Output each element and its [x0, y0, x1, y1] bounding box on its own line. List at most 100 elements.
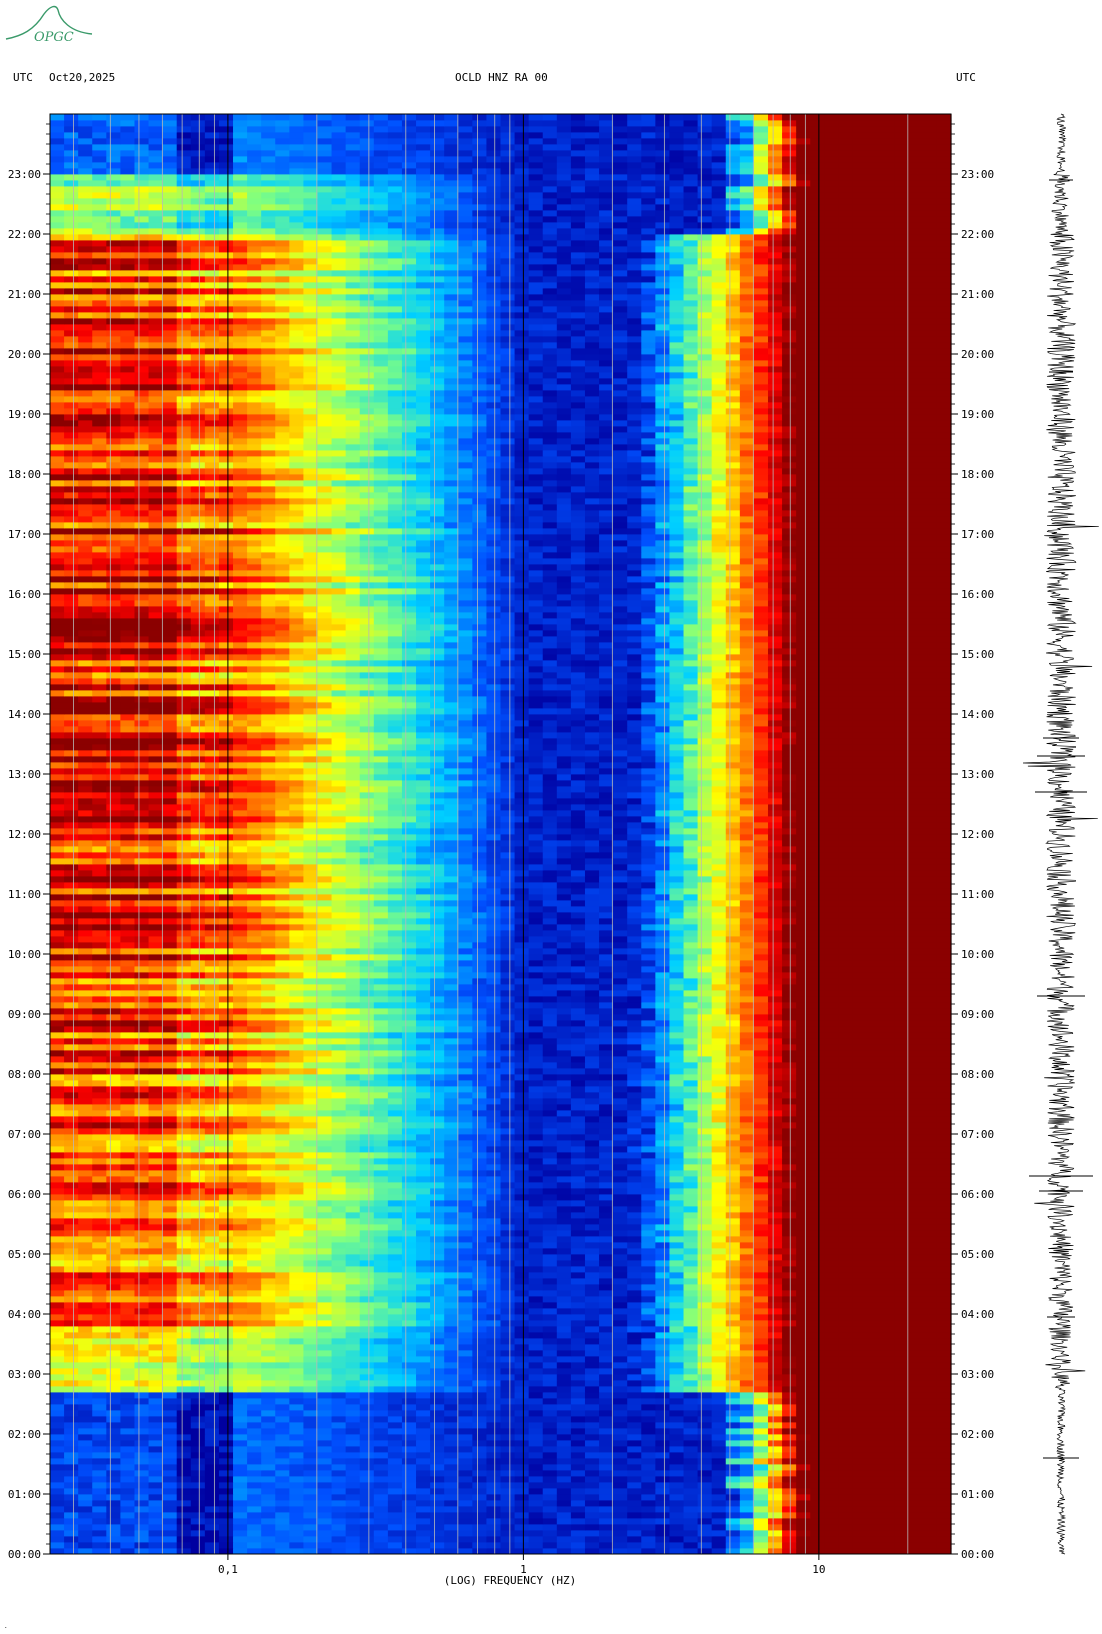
spectrogram-cell	[641, 1452, 656, 1459]
spectrogram-cell	[655, 1152, 671, 1159]
spectrogram-cell	[64, 1170, 79, 1177]
spectrogram-cell	[134, 1386, 150, 1393]
spectrogram-cell	[767, 1410, 783, 1417]
spectrogram-cell	[528, 1542, 544, 1549]
spectrogram-cell	[247, 1488, 262, 1495]
spectrogram-cell	[599, 1218, 614, 1225]
spectrogram-cell	[584, 1392, 600, 1399]
spectrogram-cell	[627, 1536, 642, 1543]
spectrogram-cell	[247, 1260, 262, 1267]
spectrogram-cell	[345, 1290, 361, 1297]
spectrogram-cell	[542, 1200, 558, 1207]
spectrogram-cell	[613, 1140, 628, 1147]
spectrogram-cell	[148, 1512, 164, 1519]
spectrogram-cell	[796, 1314, 811, 1321]
spectrogram-cell	[78, 1488, 93, 1495]
spectrogram-cell	[289, 1332, 305, 1339]
spectrogram-cell	[753, 1320, 769, 1327]
spectrogram-cell	[106, 1116, 121, 1123]
spectrogram-cell	[120, 1440, 136, 1447]
spectrogram-cell	[401, 1404, 417, 1411]
spectrogram-cell	[725, 1230, 741, 1237]
spectrogram-cell	[289, 1344, 305, 1351]
spectrogram-cell	[753, 1308, 769, 1315]
spectrogram-cell	[613, 1242, 628, 1249]
spectrogram-cell	[725, 1314, 741, 1321]
spectrogram-cell	[725, 1194, 741, 1201]
spectrogram-cell	[824, 1254, 839, 1261]
spectrogram-cell	[162, 1098, 178, 1105]
spectrogram-cell	[176, 1512, 192, 1519]
spectrogram-cell	[373, 1506, 389, 1513]
spectrogram-cell	[444, 1308, 459, 1315]
spectrogram-cell	[458, 1362, 473, 1369]
spectrogram-cell	[176, 1284, 192, 1291]
spectrogram-cell	[261, 1428, 276, 1435]
spectrogram-cell	[641, 1200, 656, 1207]
spectrogram-cell	[669, 1482, 685, 1489]
spectrogram-cell	[120, 1458, 136, 1465]
spectrogram-cell	[275, 1536, 290, 1543]
spectrogram-cell	[500, 1398, 516, 1405]
spectrogram-cell	[401, 1446, 417, 1453]
spectrogram-cell	[486, 1536, 502, 1543]
spectrogram-cell	[725, 1110, 741, 1117]
spectrogram-cell	[218, 1542, 234, 1549]
spectrogram-cell	[936, 1332, 952, 1339]
spectrogram-cell	[444, 1122, 459, 1129]
spectrogram-cell	[387, 1116, 403, 1123]
spectrogram-cell	[753, 1350, 769, 1357]
spectrogram-cell	[627, 1218, 642, 1225]
spectrogram-cell	[247, 1116, 262, 1123]
spectrogram-cell	[401, 1476, 417, 1483]
spectrogram-cell	[134, 1308, 150, 1315]
spectrogram-cell	[500, 1428, 516, 1435]
spectrogram-cell	[655, 1122, 671, 1129]
spectrogram-cell	[387, 1506, 403, 1513]
spectrogram-cell	[275, 1398, 290, 1405]
spectrogram-cell	[627, 1086, 642, 1093]
spectrogram-cell	[190, 1224, 206, 1231]
spectrogram-cell	[655, 1470, 671, 1477]
spectrogram-cell	[106, 1302, 121, 1309]
spectrogram-cell	[444, 1278, 459, 1285]
spectrogram-cell	[204, 1518, 220, 1525]
spectrogram-cell	[331, 1116, 347, 1123]
spectrogram-cell	[894, 1518, 910, 1525]
spectrogram-cell	[486, 1200, 502, 1207]
spectrogram-cell	[852, 1350, 868, 1357]
spectrogram-cell	[627, 1374, 642, 1381]
spectrogram-cell	[739, 1284, 755, 1291]
spectrogram-cell	[669, 1332, 685, 1339]
spectrogram-cell	[275, 1218, 290, 1225]
spectrogram-cell	[528, 1482, 544, 1489]
spectrogram-cell	[866, 1452, 882, 1459]
spectrogram-cell	[472, 1296, 488, 1303]
spectrogram-cell	[739, 1188, 755, 1195]
spectrogram-cell	[373, 1440, 389, 1447]
spectrogram-cell	[838, 1200, 854, 1207]
spectrogram-cell	[936, 1464, 952, 1471]
spectrogram-cell	[570, 1146, 586, 1153]
spectrogram-cell	[599, 1506, 614, 1513]
spectrogram-cell	[387, 1434, 403, 1441]
spectrogram-cell	[556, 1302, 572, 1309]
spectrogram-cell	[500, 1098, 516, 1105]
spectrogram-cell	[542, 1116, 558, 1123]
spectrogram-cell	[908, 1236, 924, 1243]
spectrogram-cell	[78, 1392, 93, 1399]
spectrogram-cell	[233, 1374, 248, 1381]
spectrogram-cell	[416, 1092, 431, 1099]
spectrogram-cell	[599, 1140, 614, 1147]
spectrogram-cell	[345, 1404, 361, 1411]
spectrogram-cell	[683, 1326, 699, 1333]
spectrogram-cell	[430, 1458, 445, 1465]
spectrogram-cell	[345, 1548, 361, 1555]
spectrogram-cell	[289, 1446, 305, 1453]
spectrogram-cell	[810, 1458, 825, 1465]
spectrogram-cell	[247, 1242, 262, 1249]
spectrogram-cell	[106, 1314, 121, 1321]
spectrogram-cell	[908, 1428, 924, 1435]
spectrogram-cell	[908, 1086, 924, 1093]
spectrogram-cell	[528, 1140, 544, 1147]
